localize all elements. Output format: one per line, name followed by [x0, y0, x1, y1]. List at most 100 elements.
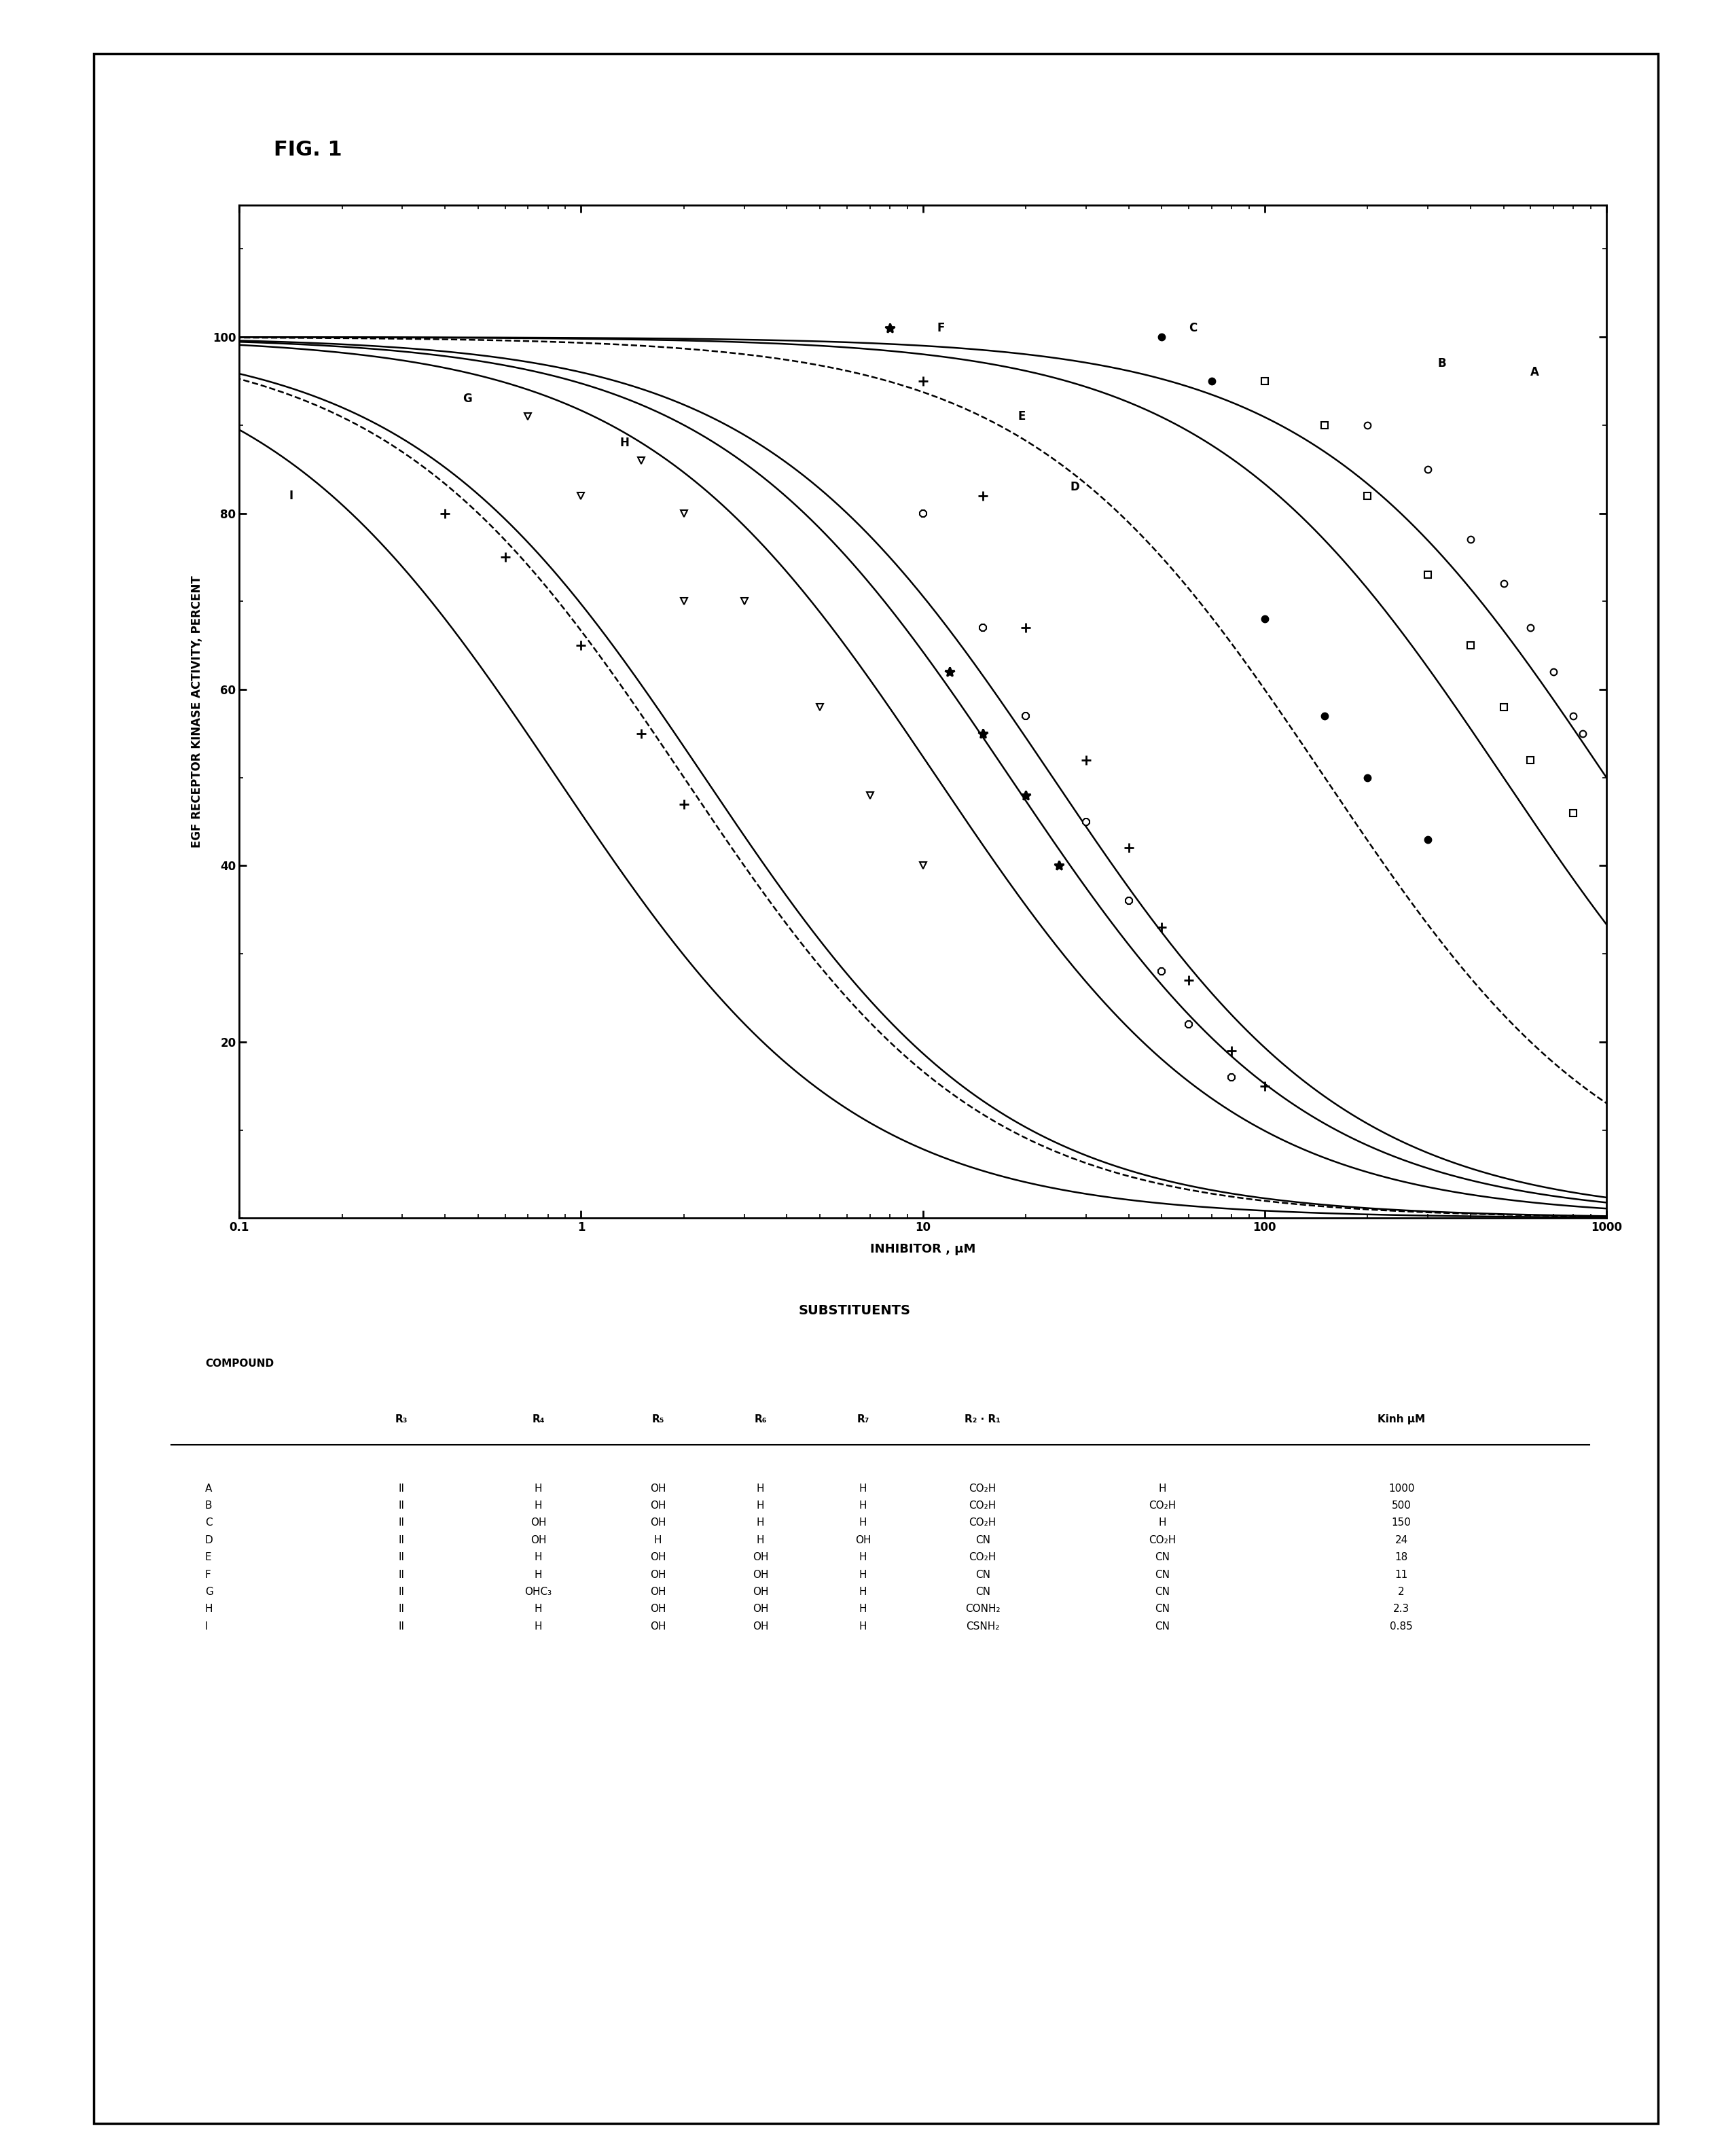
Text: E: E	[205, 1552, 212, 1563]
Text: H: H	[860, 1518, 866, 1529]
Text: CN: CN	[1155, 1570, 1169, 1580]
Text: H: H	[655, 1535, 661, 1546]
Text: CN: CN	[976, 1587, 990, 1598]
Text: D: D	[1070, 481, 1080, 494]
Text: H: H	[1159, 1518, 1166, 1529]
Text: OH: OH	[752, 1552, 769, 1563]
Text: OH: OH	[649, 1621, 667, 1632]
Text: OH: OH	[649, 1552, 667, 1563]
X-axis label: INHIBITOR , μM: INHIBITOR , μM	[870, 1244, 976, 1255]
Text: R₆: R₆	[754, 1414, 767, 1425]
Text: G: G	[463, 392, 472, 405]
Text: II: II	[398, 1621, 405, 1632]
Text: II: II	[398, 1483, 405, 1494]
Text: OH: OH	[752, 1587, 769, 1598]
Text: CO₂H: CO₂H	[1148, 1501, 1176, 1511]
Text: OH: OH	[649, 1587, 667, 1598]
Text: H: H	[620, 438, 629, 448]
Text: H: H	[860, 1483, 866, 1494]
Text: CO₂H: CO₂H	[1148, 1535, 1176, 1546]
Text: CO₂H: CO₂H	[969, 1501, 996, 1511]
Text: COMPOUND: COMPOUND	[205, 1358, 273, 1369]
Text: CN: CN	[1155, 1604, 1169, 1615]
Text: H: H	[860, 1604, 866, 1615]
Text: OH: OH	[530, 1518, 547, 1529]
Text: 2.3: 2.3	[1393, 1604, 1410, 1615]
Text: I: I	[289, 489, 294, 502]
Text: H: H	[535, 1483, 542, 1494]
Y-axis label: EGF RECEPTOR KINASE ACTIVITY, PERCENT: EGF RECEPTOR KINASE ACTIVITY, PERCENT	[191, 576, 203, 847]
Text: OH: OH	[854, 1535, 872, 1546]
Text: 150: 150	[1391, 1518, 1412, 1529]
Text: 500: 500	[1391, 1501, 1412, 1511]
Text: OH: OH	[752, 1621, 769, 1632]
Text: E: E	[1019, 410, 1025, 423]
Text: H: H	[860, 1587, 866, 1598]
Text: OH: OH	[649, 1483, 667, 1494]
Text: II: II	[398, 1587, 405, 1598]
Text: CN: CN	[1155, 1552, 1169, 1563]
Text: Kinh μM: Kinh μM	[1377, 1414, 1425, 1425]
Text: R₃: R₃	[395, 1414, 408, 1425]
Text: OHC₃: OHC₃	[525, 1587, 552, 1598]
Text: C: C	[1189, 321, 1196, 334]
Text: 0.85: 0.85	[1389, 1621, 1413, 1632]
Text: OH: OH	[649, 1518, 667, 1529]
Text: CONH₂: CONH₂	[966, 1604, 1000, 1615]
Text: H: H	[1159, 1483, 1166, 1494]
Text: II: II	[398, 1518, 405, 1529]
Text: CN: CN	[1155, 1621, 1169, 1632]
Text: CO₂H: CO₂H	[969, 1552, 996, 1563]
Text: R₇: R₇	[856, 1414, 870, 1425]
Text: H: H	[535, 1501, 542, 1511]
Text: CN: CN	[976, 1535, 990, 1546]
Text: H: H	[535, 1570, 542, 1580]
Text: H: H	[757, 1535, 764, 1546]
Text: OH: OH	[649, 1570, 667, 1580]
Text: H: H	[860, 1501, 866, 1511]
Text: 2: 2	[1398, 1587, 1405, 1598]
Text: D: D	[205, 1535, 214, 1546]
Text: 1000: 1000	[1388, 1483, 1415, 1494]
Text: II: II	[398, 1552, 405, 1563]
Text: CSNH₂: CSNH₂	[966, 1621, 1000, 1632]
Text: F: F	[205, 1570, 210, 1580]
Text: H: H	[757, 1483, 764, 1494]
Text: R₅: R₅	[651, 1414, 665, 1425]
Text: I: I	[205, 1621, 208, 1632]
Text: A: A	[1531, 367, 1540, 377]
Text: 11: 11	[1395, 1570, 1408, 1580]
Text: II: II	[398, 1570, 405, 1580]
Text: R₂ · R₁: R₂ · R₁	[964, 1414, 1001, 1425]
Text: OH: OH	[649, 1604, 667, 1615]
Text: H: H	[757, 1501, 764, 1511]
Text: H: H	[757, 1518, 764, 1529]
Text: OH: OH	[752, 1604, 769, 1615]
Text: C: C	[205, 1518, 212, 1529]
Text: H: H	[860, 1552, 866, 1563]
Text: SUBSTITUENTS: SUBSTITUENTS	[798, 1304, 911, 1317]
Text: H: H	[860, 1570, 866, 1580]
Text: II: II	[398, 1604, 405, 1615]
Text: A: A	[205, 1483, 212, 1494]
Text: H: H	[535, 1621, 542, 1632]
Text: OH: OH	[649, 1501, 667, 1511]
Text: CN: CN	[1155, 1587, 1169, 1598]
Text: FIG. 1: FIG. 1	[273, 140, 342, 160]
Text: B: B	[1437, 358, 1446, 369]
Text: CO₂H: CO₂H	[969, 1518, 996, 1529]
Text: CO₂H: CO₂H	[969, 1483, 996, 1494]
Text: B: B	[205, 1501, 212, 1511]
Text: G: G	[205, 1587, 214, 1598]
Text: H: H	[860, 1621, 866, 1632]
Text: II: II	[398, 1535, 405, 1546]
Text: H: H	[535, 1604, 542, 1615]
Text: OH: OH	[752, 1570, 769, 1580]
Text: II: II	[398, 1501, 405, 1511]
Text: H: H	[535, 1552, 542, 1563]
Text: H: H	[205, 1604, 214, 1615]
Text: 18: 18	[1395, 1552, 1408, 1563]
Text: R₄: R₄	[531, 1414, 545, 1425]
Text: CN: CN	[976, 1570, 990, 1580]
Text: 24: 24	[1395, 1535, 1408, 1546]
